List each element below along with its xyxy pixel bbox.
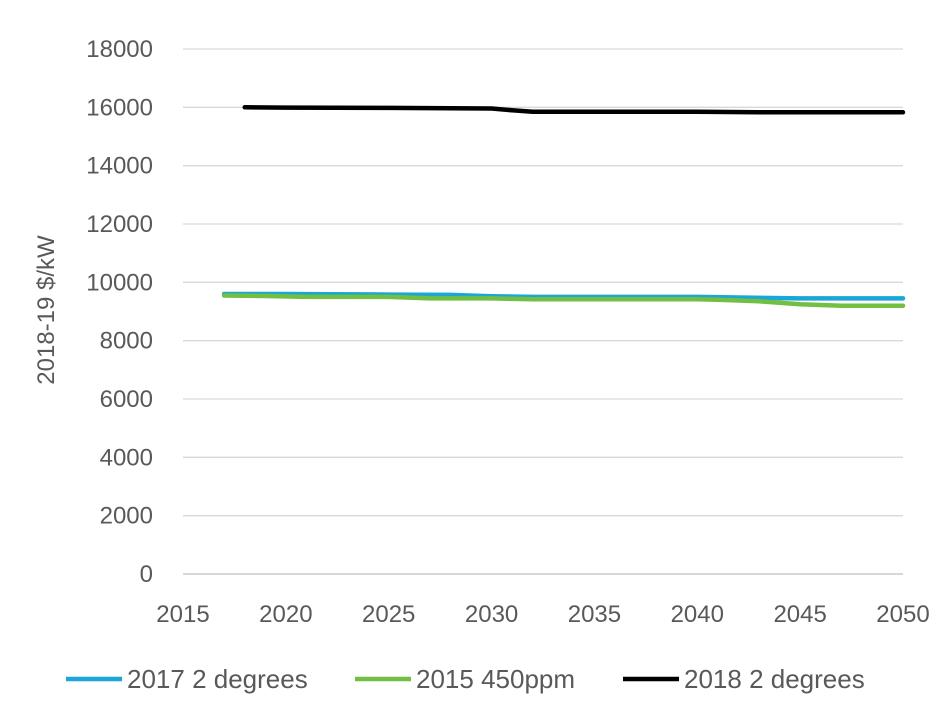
y-tick-8000: 8000 [100,328,153,355]
x-tick-2035: 2035 [568,601,621,628]
x-tick-2015: 2015 [156,601,209,628]
y-tick-4000: 4000 [100,444,153,471]
y-tick-0: 0 [140,561,153,588]
y-tick-12000: 12000 [86,211,153,238]
legend: 2017 2 degrees 2015 450ppm 2018 2 degrees [66,664,865,694]
y-tick-14000: 14000 [86,153,153,180]
legend-label-3: 2018 2 degrees [684,664,865,694]
legend-label-1: 2017 2 degrees [127,664,308,694]
y-tick-6000: 6000 [100,386,153,413]
y-axis-label: 2018-19 $/kW [33,235,60,385]
x-tick-2025: 2025 [362,601,415,628]
series-line-3 [242,105,906,115]
x-tick-2030: 2030 [465,601,518,628]
y-tick-10000: 10000 [86,269,153,296]
x-tick-2050: 2050 [876,601,929,628]
y-tick-labels: 0 2000 4000 6000 8000 10000 12000 14000 16000 180… [86,36,153,588]
x-tick-2045: 2045 [773,601,826,628]
x-tick-2040: 2040 [671,601,724,628]
series-line-2 [221,293,906,308]
x-tick-2020: 2020 [259,601,312,628]
grid-lines [183,48,903,575]
series-line-1 [221,291,906,301]
legend-label-2: 2015 450ppm [416,664,575,694]
y-tick-16000: 16000 [86,94,153,121]
y-tick-2000: 2000 [100,503,153,530]
x-tick-labels: 2015 2020 2025 2030 2035 2040 2045 2050 [156,601,929,628]
series-lines [221,105,906,308]
y-tick-18000: 18000 [86,36,153,63]
